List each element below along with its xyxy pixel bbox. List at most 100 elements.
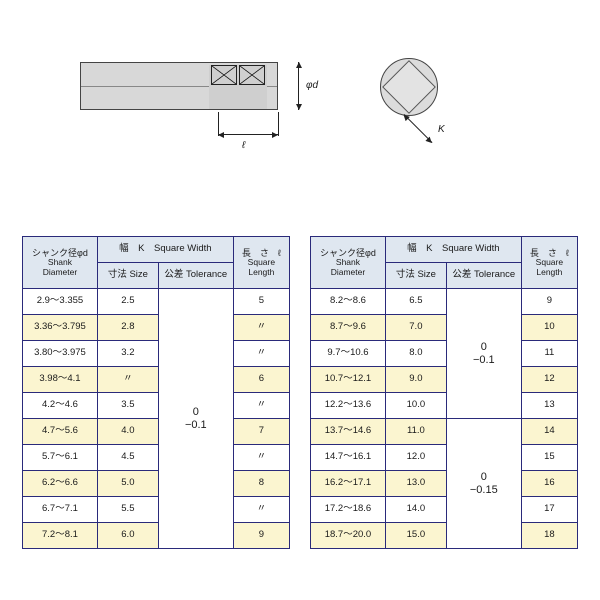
- dim-k-label: K: [438, 124, 445, 135]
- table-cell: 3.80～3.975: [23, 341, 98, 367]
- table-cell: 7: [233, 419, 289, 445]
- table-cell: 11: [521, 341, 577, 367]
- table-cell: 3.36～3.795: [23, 315, 98, 341]
- hdr-shank: シャンク径φd Shank Diameter: [311, 237, 386, 289]
- table-cell: 2.9～3.355: [23, 289, 98, 315]
- table-cell: 6: [233, 367, 289, 393]
- dim-k: [404, 114, 433, 143]
- table-row: 13.7～14.611.00 −0.1514: [311, 419, 578, 445]
- table-cell: 12.2～13.6: [311, 393, 386, 419]
- hdr-size: 寸法 Size: [385, 263, 446, 289]
- table-cell: 〃: [233, 497, 289, 523]
- table-cell: 6.2～6.6: [23, 471, 98, 497]
- spec-table-left: シャンク径φd Shank Diameter 幅 K Square Width …: [22, 236, 290, 549]
- table-cell: 13.0: [385, 471, 446, 497]
- table-cell: 2.5: [97, 289, 158, 315]
- table-cell: 6.0: [97, 523, 158, 549]
- dim-l-label: ℓ: [242, 140, 245, 151]
- hdr-size: 寸法 Size: [97, 263, 158, 289]
- table-cell: 5.5: [97, 497, 158, 523]
- table-row: 16.2～17.113.0 16: [311, 471, 578, 497]
- dim-l: [218, 134, 278, 135]
- table-cell: 6.7～7.1: [23, 497, 98, 523]
- shank-side-view: [80, 62, 278, 110]
- table-row: 14.7～16.112.0 15: [311, 445, 578, 471]
- table-row: 9.7～10.68.0 11: [311, 341, 578, 367]
- table-cell: 8.7～9.6: [311, 315, 386, 341]
- table-cell: 11.0: [385, 419, 446, 445]
- table-row: 3.36～3.7952.8〃: [23, 315, 290, 341]
- hdr-tolerance: 公差 Tolerance: [158, 263, 233, 289]
- table-row: 4.2～4.63.5 〃: [23, 393, 290, 419]
- table-cell: 7.2～8.1: [23, 523, 98, 549]
- hdr-width-k: 幅 K Square Width: [97, 237, 233, 263]
- dim-phi-d-label: φd: [306, 80, 318, 91]
- table-cell: 10.0: [385, 393, 446, 419]
- table-cell: 12.0: [385, 445, 446, 471]
- table-cell: 7.0: [385, 315, 446, 341]
- table-row: 6.2～6.65.0 8: [23, 471, 290, 497]
- tolerance-cell: 0 −0.1: [158, 289, 233, 549]
- table-cell: 15.0: [385, 523, 446, 549]
- square-drive-profile: [382, 60, 436, 114]
- table-row: 5.7～6.14.5 〃: [23, 445, 290, 471]
- table-row: 12.2～13.610.0 13: [311, 393, 578, 419]
- spec-table-right: シャンク径φd Shank Diameter 幅 K Square Width …: [310, 236, 578, 549]
- table-cell: 3.5: [97, 393, 158, 419]
- table-cell: 5.0: [97, 471, 158, 497]
- hdr-length: 長 さ ℓ Square Length: [521, 237, 577, 289]
- table-cell: 〃: [233, 315, 289, 341]
- table-row: 2.9～3.3552.50 −0.15: [23, 289, 290, 315]
- table-row: 17.2～18.614.0 17: [311, 497, 578, 523]
- table-cell: 3.2: [97, 341, 158, 367]
- spec-tables: シャンク径φd Shank Diameter 幅 K Square Width …: [22, 236, 578, 549]
- table-cell: 17: [521, 497, 577, 523]
- table-cell: 14.7～16.1: [311, 445, 386, 471]
- table-row: 8.2～8.66.50 −0.19: [311, 289, 578, 315]
- table-cell: 〃: [233, 393, 289, 419]
- table-cell: 4.5: [97, 445, 158, 471]
- table-row: 8.7～9.67.0 10: [311, 315, 578, 341]
- table-cell: 10.7～12.1: [311, 367, 386, 393]
- table-row: 7.2～8.16.0 9: [23, 523, 290, 549]
- table-cell: 18.7～20.0: [311, 523, 386, 549]
- hdr-length: 長 さ ℓ Square Length: [233, 237, 289, 289]
- tolerance-cell: 0 −0.1: [446, 289, 521, 419]
- table-row: 6.7～7.15.5 〃: [23, 497, 290, 523]
- table-cell: 4.7～5.6: [23, 419, 98, 445]
- table-cell: 9: [233, 523, 289, 549]
- shank-end-view: [380, 58, 438, 116]
- table-cell: 14.0: [385, 497, 446, 523]
- table-cell: 10: [521, 315, 577, 341]
- table-cell: 4.2～4.6: [23, 393, 98, 419]
- table-cell: 〃: [233, 341, 289, 367]
- table-cell: 8: [233, 471, 289, 497]
- table-cell: 16: [521, 471, 577, 497]
- table-cell: 9: [521, 289, 577, 315]
- technical-diagram: φd ℓ K: [80, 58, 530, 188]
- table-cell: 12: [521, 367, 577, 393]
- table-cell: 9.0: [385, 367, 446, 393]
- hdr-width-k: 幅 K Square Width: [385, 237, 521, 263]
- table-cell: 15: [521, 445, 577, 471]
- hdr-shank: シャンク径φd Shank Diameter: [23, 237, 98, 289]
- table-row: 3.80～3.9753.2 〃: [23, 341, 290, 367]
- table-cell: 17.2～18.6: [311, 497, 386, 523]
- table-cell: 13: [521, 393, 577, 419]
- table-cell: 8.0: [385, 341, 446, 367]
- table-cell: 3.98～4.1: [23, 367, 98, 393]
- table-row: 18.7～20.015.0 18: [311, 523, 578, 549]
- table-cell: 〃: [233, 445, 289, 471]
- table-cell: 8.2～8.6: [311, 289, 386, 315]
- table-cell: 6.5: [385, 289, 446, 315]
- hdr-tolerance: 公差 Tolerance: [446, 263, 521, 289]
- table-row: 3.98～4.1〃 6: [23, 367, 290, 393]
- table-cell: 18: [521, 523, 577, 549]
- table-cell: 9.7～10.6: [311, 341, 386, 367]
- table-cell: 〃: [97, 367, 158, 393]
- square-flat-region: [209, 65, 267, 109]
- dim-phi-d: [298, 62, 299, 110]
- table-cell: 16.2～17.1: [311, 471, 386, 497]
- table-row: 4.7～5.64.07: [23, 419, 290, 445]
- table-cell: 5.7～6.1: [23, 445, 98, 471]
